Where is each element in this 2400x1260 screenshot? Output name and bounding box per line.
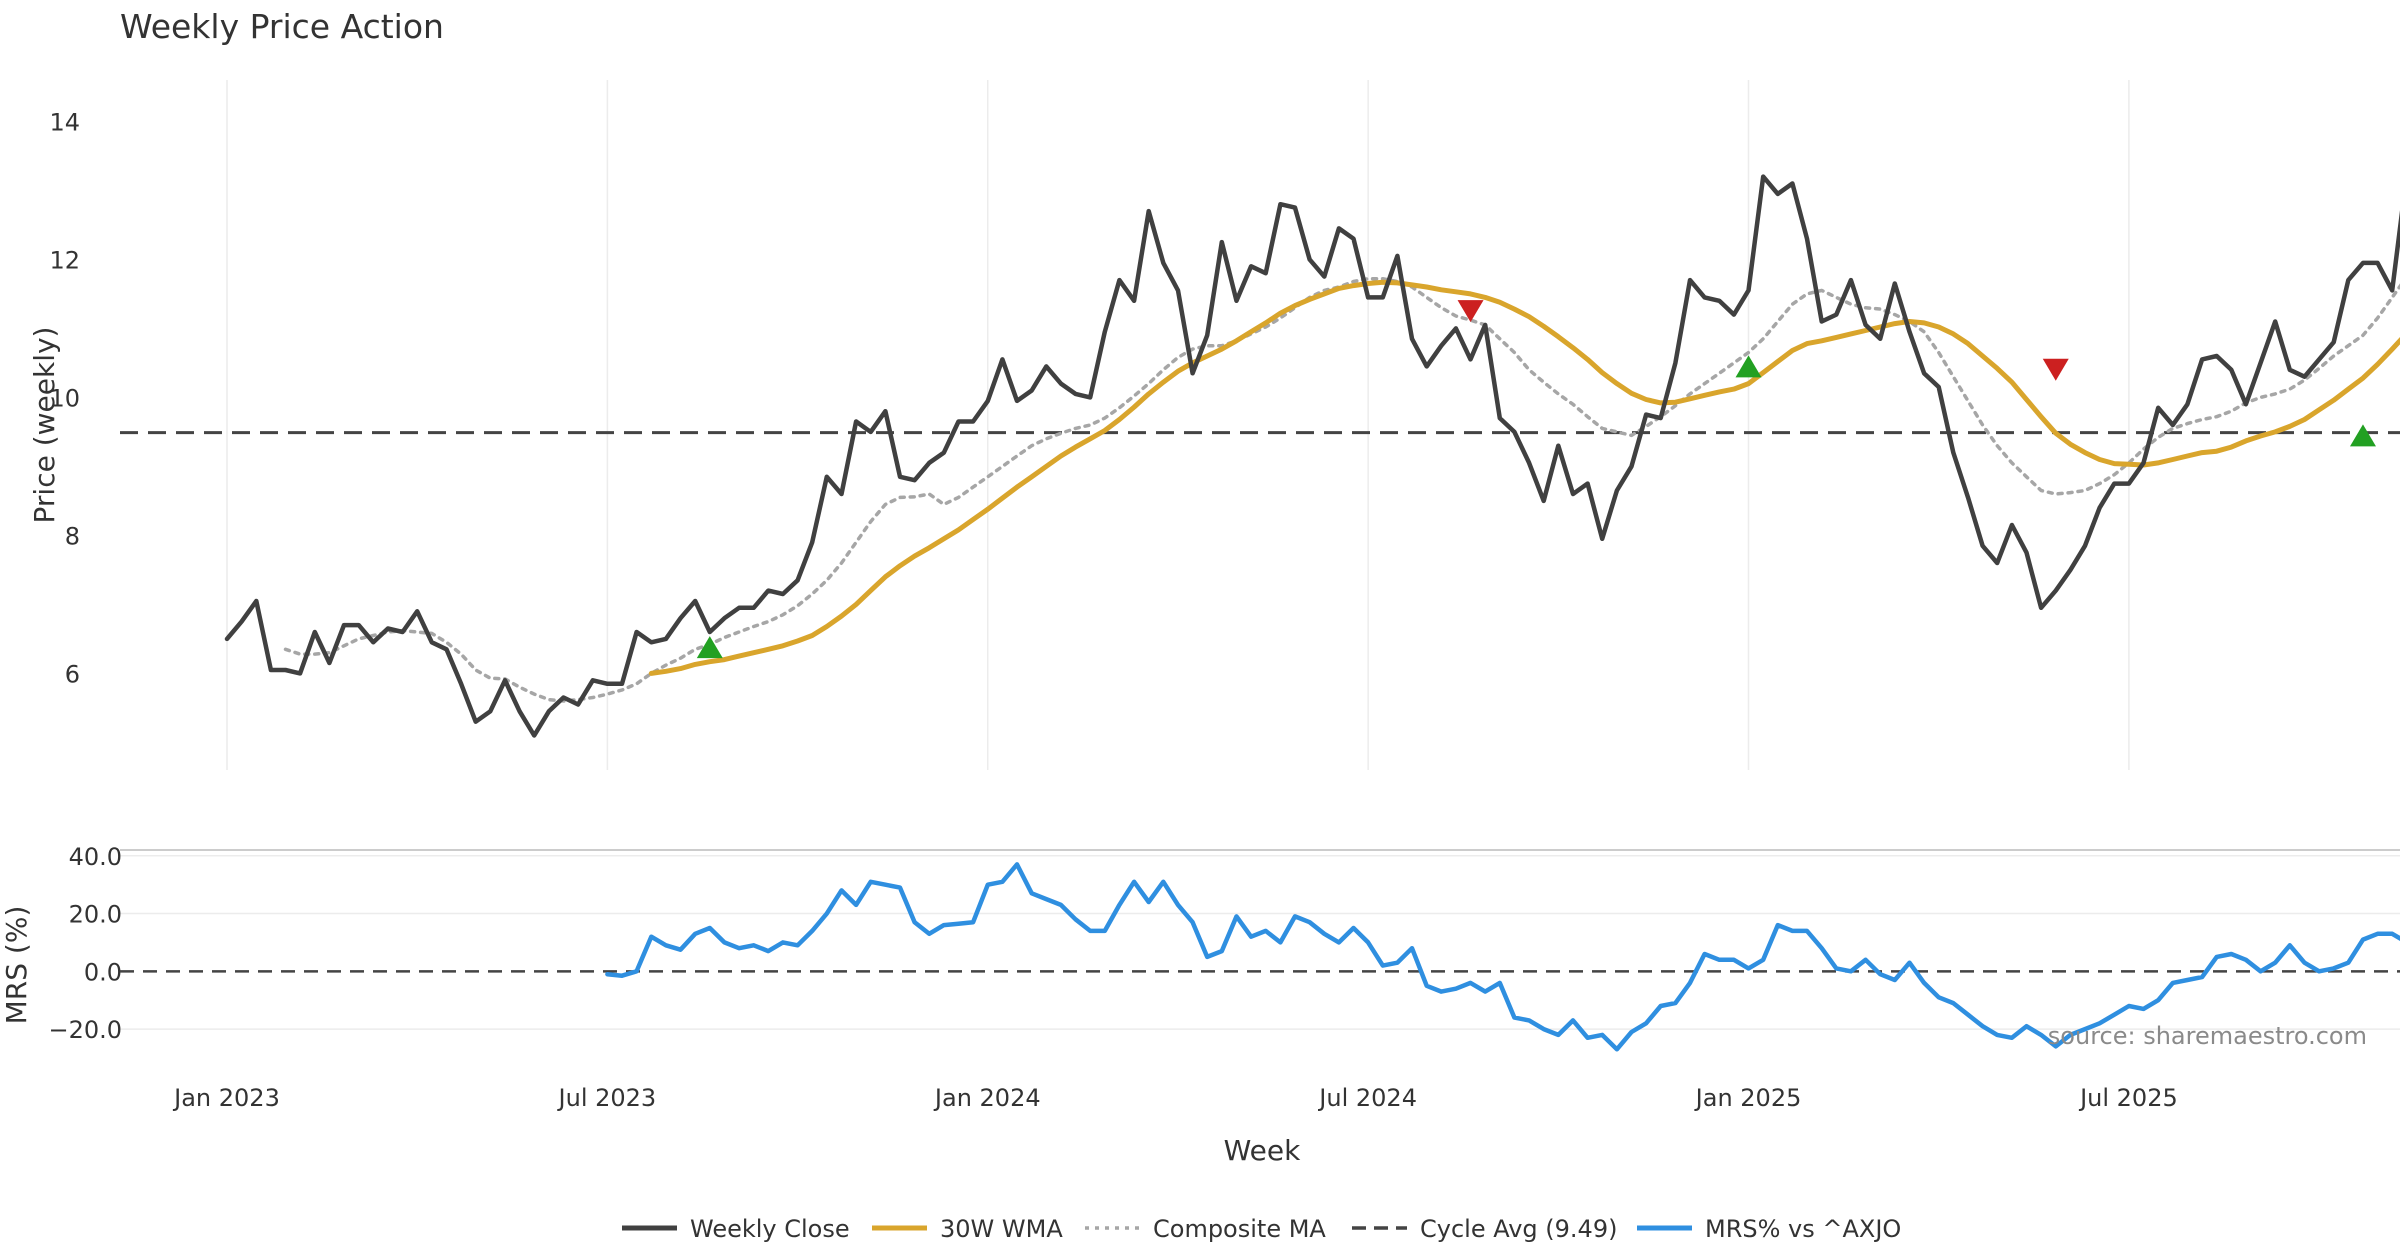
mrs-y-tick-label: 0.0 (84, 958, 122, 986)
chart-legend: Weekly Close 30W WMA Composite MA Cycle Avg… (622, 1215, 1901, 1243)
buy-signal-marker (696, 636, 723, 659)
mrs-y-tick-label: −20.0 (48, 1016, 122, 1044)
sell-signal-marker (1457, 300, 1484, 323)
price-y-tick-label: 10 (49, 384, 80, 412)
price-y-tick-label: 8 (65, 522, 80, 550)
sell-signal-marker (2042, 358, 2069, 381)
series-line-weekly-close (224, 174, 2400, 738)
mrs-series (605, 862, 2400, 1052)
source-attribution: source: sharemaestro.com (2048, 1022, 2367, 1050)
mrs-y-axis-title: MRS (%) (0, 906, 33, 1025)
series-line-30w-wma (648, 279, 2400, 676)
x-tick-label: Jul 2025 (2078, 1084, 2178, 1112)
mrs-y-tick-label: 20.0 (69, 901, 122, 929)
price-y-tick-label: 6 (65, 660, 80, 688)
buy-signal-marker (1735, 355, 1762, 378)
price-y-axis-title: Price (weekly) (28, 327, 61, 524)
legend-label: Cycle Avg (9.49) (1420, 1215, 1617, 1243)
x-ticks: Jan 2023 Jul 2023 Jan 2024 Jul 2024 Jan 2025… (172, 1084, 2178, 1112)
buy-signal-marker (2349, 424, 2376, 447)
legend-label: 30W WMA (940, 1215, 1063, 1243)
signal-markers (696, 300, 2376, 659)
mrs-y-ticks: 40.0 20.0 0.0 −20.0 (48, 843, 122, 1044)
price-y-tick-label: 14 (49, 108, 80, 136)
legend-label: MRS% vs ^AXJO (1705, 1215, 1901, 1243)
x-tick-label: Jan 2024 (933, 1084, 1041, 1112)
price-series (224, 174, 2400, 738)
x-tick-label: Jul 2023 (557, 1084, 657, 1112)
mrs-grid (120, 855, 2400, 1030)
price-y-ticks: 6 8 10 12 14 (49, 108, 80, 688)
x-tick-label: Jan 2023 (172, 1084, 280, 1112)
chart-title: Weekly Price Action (120, 7, 444, 46)
x-tick-label: Jul 2024 (1317, 1084, 1417, 1112)
x-axis-title: Week (1224, 1134, 1301, 1167)
series-line-composite-ma (283, 276, 2400, 703)
price-grid (226, 80, 2130, 770)
x-tick-label: Jan 2025 (1694, 1084, 1802, 1112)
mrs-y-tick-label: 40.0 (69, 843, 122, 871)
price-y-tick-label: 12 (49, 246, 80, 274)
series-line-mrs-vs-axjo (605, 862, 2400, 1052)
legend-label: Weekly Close (690, 1215, 850, 1243)
legend-label: Composite MA (1153, 1215, 1326, 1243)
